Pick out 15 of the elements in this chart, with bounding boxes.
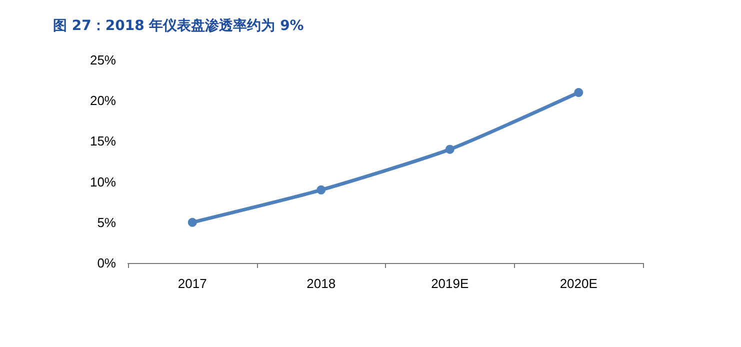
point — [445, 144, 454, 154]
x-tick-label: 2020E — [560, 276, 598, 291]
x-tick-label: 2018 — [306, 276, 336, 291]
point — [316, 185, 326, 194]
y-tick-label: 20% — [90, 93, 116, 108]
x-tick-label: 2017 — [178, 276, 207, 291]
y-tick-label: 25% — [90, 52, 116, 68]
y-tick-label: 0% — [97, 256, 116, 270]
y-tick-label: 15% — [90, 134, 116, 149]
y-tick-label: 5% — [97, 214, 116, 230]
y-tick-label: 10% — [90, 174, 116, 190]
x-tick-label: 2019E — [431, 276, 469, 291]
chart-title: 图 27：2018 年仪表盘渗透率约为 9% — [53, 17, 304, 34]
point — [188, 218, 197, 227]
point — [574, 88, 584, 97]
